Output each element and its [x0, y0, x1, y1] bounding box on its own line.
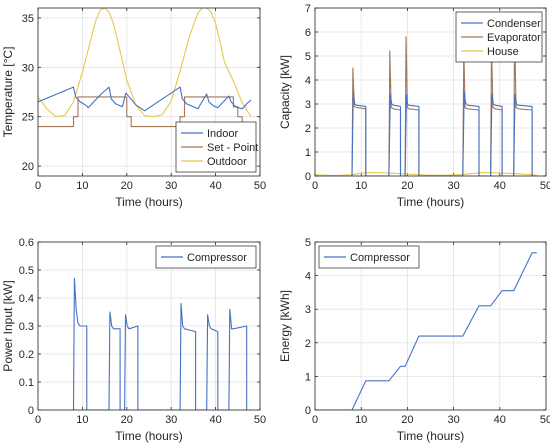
x-tick-label: 30	[165, 180, 177, 192]
y-tick-label: 2	[305, 123, 311, 135]
series-group	[315, 24, 537, 176]
x-tick-label: 10	[76, 414, 88, 426]
chart-panel-1: 0 10 20 30 40 50 20 25 30 35 Time (hours) Temperatu…	[1, 7, 266, 209]
y-axis-label: Temperature [°C]	[1, 47, 15, 138]
y-tick-label: 0.3	[19, 321, 34, 333]
x-tick-label: 40	[209, 414, 221, 426]
chart-panel-4: 0 10 20 30 40 50 0 1 2 3 4 5 Time (hours) Energy [kWh…	[278, 237, 550, 443]
x-tick-label: 50	[254, 414, 266, 426]
y-tick-label: 5	[305, 237, 311, 249]
series-line-compressor	[315, 252, 537, 410]
legend-label: Evaporator	[487, 32, 541, 44]
series-group	[315, 252, 537, 410]
x-tick-label: 20	[401, 414, 413, 426]
legend: Condenser Evaporator House	[455, 11, 543, 63]
axes-box	[37, 7, 261, 177]
y-tick-label: 0	[28, 405, 34, 417]
y-tick-label: 0.1	[19, 377, 34, 389]
y-tick-label: 25	[22, 112, 34, 124]
legend: Indoor Set - Point Outdoor	[175, 121, 258, 173]
x-axis-label: Time (hours)	[397, 195, 465, 209]
y-tick-label: 4	[305, 75, 311, 87]
y-tick-label: 0.5	[19, 265, 34, 277]
y-tick-label: 0	[305, 171, 311, 183]
y-tick-label: 2	[305, 338, 311, 350]
series-line-outdoor	[38, 8, 252, 118]
legend-label: Indoor	[207, 128, 239, 140]
axes-box	[37, 241, 261, 411]
x-axis-label: Time (hours)	[115, 195, 183, 209]
x-tick-label: 30	[447, 180, 459, 192]
y-axis-label: Energy [kWh]	[278, 290, 292, 362]
legend-box	[318, 245, 420, 269]
x-tick-label: 40	[494, 414, 506, 426]
y-tick-label: 0.4	[19, 293, 34, 305]
chart-panel-3: 0 10 20 30 40 50 0 0.1 0.2 0.3 0.4 0.5 0.6 Time (hour…	[1, 237, 266, 443]
axes-box	[314, 241, 547, 411]
y-tick-label: 3	[305, 304, 311, 316]
x-tick-label: 0	[312, 414, 318, 426]
x-tick-label: 0	[35, 180, 41, 192]
x-tick-label: 10	[76, 180, 88, 192]
series-line-indoor	[38, 86, 252, 112]
legend-label: Condenser	[487, 18, 541, 30]
legend-box	[155, 245, 257, 269]
series-line-house	[315, 171, 537, 176]
x-tick-label: 20	[121, 180, 133, 192]
y-tick-label: 0.6	[19, 237, 34, 249]
x-tick-label: 40	[209, 180, 221, 192]
x-tick-label: 50	[540, 180, 550, 192]
y-tick-label: 30	[22, 62, 34, 74]
x-tick-label: 0	[312, 180, 318, 192]
x-tick-label: 30	[447, 414, 459, 426]
x-tick-label: 0	[35, 414, 41, 426]
legend-label: Outdoor	[207, 156, 247, 168]
x-tick-label: 10	[355, 414, 367, 426]
y-tick-label: 1	[305, 147, 311, 159]
y-tick-label: 6	[305, 27, 311, 39]
series-group	[38, 8, 252, 128]
y-tick-label: 1	[305, 371, 311, 383]
y-tick-label: 0.2	[19, 349, 34, 361]
y-tick-label: 0	[305, 405, 311, 417]
axes-box	[314, 7, 547, 177]
x-tick-label: 50	[540, 414, 550, 426]
legend: Compressor	[155, 245, 257, 269]
y-tick-label: 4	[305, 271, 311, 283]
y-tick-label: 3	[305, 99, 311, 111]
x-tick-label: 40	[494, 180, 506, 192]
x-tick-label: 10	[355, 180, 367, 192]
y-tick-label: 20	[22, 161, 34, 173]
x-tick-label: 50	[254, 180, 266, 192]
y-axis-label: Power Input [kW]	[1, 280, 15, 371]
plot-area	[315, 242, 546, 410]
y-tick-label: 5	[305, 51, 311, 63]
legend-label: Set - Point	[207, 142, 258, 154]
legend-label: Compressor	[187, 252, 247, 264]
legend-label: House	[487, 46, 519, 58]
y-tick-label: 7	[305, 3, 311, 15]
y-axis-label: Capacity [kW]	[278, 55, 292, 129]
x-axis-label: Time (hours)	[115, 429, 183, 443]
legend-label: Compressor	[350, 252, 410, 264]
x-tick-label: 20	[401, 180, 413, 192]
chart-panel-2: 0 10 20 30 40 50 0 1 2 3 4 5 6 7 Time (hours) Capacity …	[278, 3, 550, 209]
x-axis-label: Time (hours)	[397, 429, 465, 443]
x-tick-label: 20	[121, 414, 133, 426]
series-line-set-point	[38, 96, 252, 128]
y-tick-label: 35	[22, 13, 34, 25]
legend: Compressor	[318, 245, 420, 269]
x-tick-label: 30	[165, 414, 177, 426]
